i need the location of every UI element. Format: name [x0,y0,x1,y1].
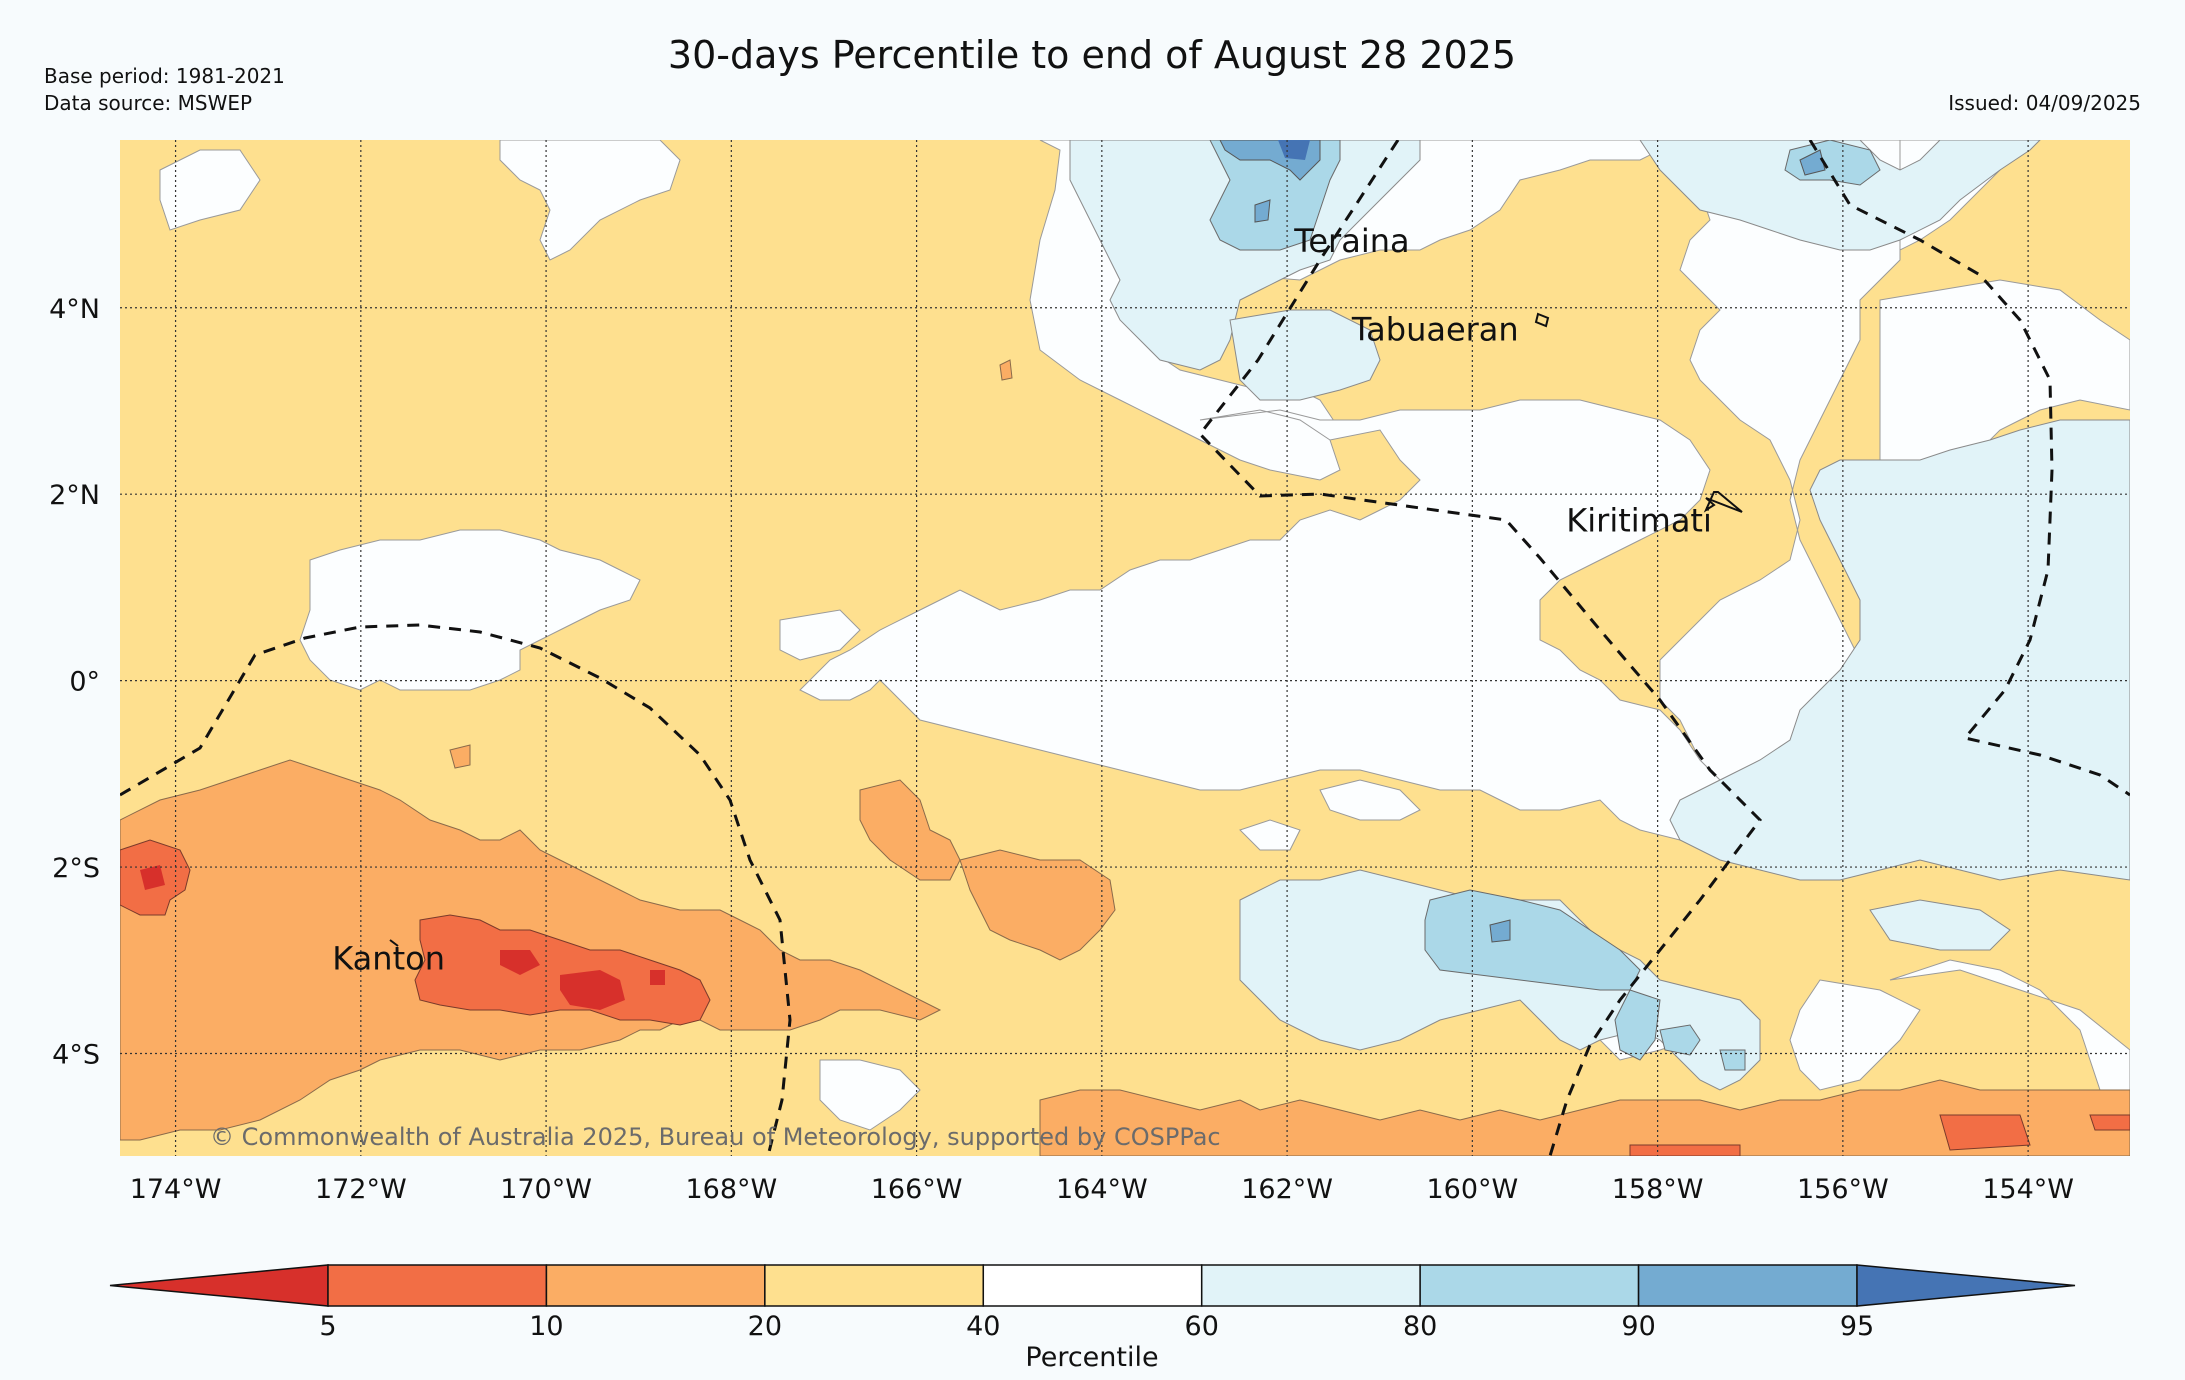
data-source-label: Data source: MSWEP [44,91,252,115]
lon-tick-label: 172°W [315,1174,407,1205]
map-panel: © Commonwealth of Australia 2025, Bureau… [120,140,2130,1156]
colorbar-segment [1419,1264,1640,1307]
colorbar-segment [764,1264,985,1307]
lon-tick-label: 160°W [1426,1174,1518,1205]
island-outlines [389,312,1743,947]
tabuaeran-island [1534,312,1550,328]
place-label: Tabuaeran [1351,310,1519,348]
colorbar-tick-label: 80 [1403,1311,1437,1342]
colorbar-tick-label: 95 [1840,1311,1874,1342]
eez-boundary-lines [120,140,2130,1156]
place-label: Teraina [1293,222,1409,260]
colorbar-tick-label: 40 [966,1311,1000,1342]
lat-tick-label: 2°N [49,480,100,511]
percentile-colorbar [109,1264,2076,1307]
lon-tick-label: 164°W [1056,1174,1148,1205]
page-title: 30-days Percentile to end of August 28 2… [668,33,1516,77]
lon-tick-label: 170°W [500,1174,592,1205]
colorbar-segment [327,1264,548,1307]
lon-tick-label: 166°W [871,1174,963,1205]
lat-tick-label: 0° [69,667,100,698]
colorbar-tick-label: 60 [1185,1311,1219,1342]
place-label: Kanton [332,940,445,978]
percentile-above-95-region [1278,140,1310,160]
base-period-label: Base period: 1981-2021 [44,64,285,88]
lat-tick-label: 4°N [49,294,100,325]
colorbar-lower-extension [109,1264,329,1307]
percentile-below-5-region [140,865,665,1010]
colorbar-label: Percentile [1025,1342,1158,1373]
issued-label: Issued: 04/09/2025 [1948,91,2141,115]
map-graticule [120,140,2130,1156]
colorbar-tick-labels: 5 10 20 40 60 80 90 95 [319,1311,1874,1342]
lon-tick-label: 158°W [1612,1174,1704,1205]
colorbar-segment [1637,1264,1858,1307]
colorbar-segment [1200,1264,1421,1307]
place-labels: Teraina Tabuaeran Kiritimati Kanton [332,222,1712,978]
kiritimati-island [1703,491,1743,513]
lon-tick-label: 168°W [685,1174,777,1205]
lon-tick-label: 156°W [1797,1174,1889,1205]
lon-tick-label: 174°W [130,1174,222,1205]
longitude-tick-labels: 174°W 172°W 170°W 168°W 166°W 164°W 162°W 160°W… [130,1174,2074,1205]
place-label: Kiritimati [1566,501,1712,539]
kanton-island [389,939,399,947]
colorbar-segment [982,1264,1203,1307]
percentile-60-80-region [1069,140,2130,1091]
colorbar-upper-extension [1856,1264,2076,1307]
colorbar-segment [545,1264,766,1307]
colorbar-tick-label: 20 [748,1311,782,1342]
percentile-80-90-region [1209,140,1881,1071]
lon-tick-label: 154°W [1982,1174,2074,1205]
colorbar-tick-label: 10 [529,1311,563,1342]
colorbar-tick-label: 5 [319,1311,336,1342]
lat-tick-label: 4°S [52,1039,100,1070]
lon-tick-label: 162°W [1241,1174,1333,1205]
latitude-tick-labels: 4°N 2°N 0° 2°S 4°S [49,294,100,1071]
colorbar-tick-label: 90 [1621,1311,1655,1342]
copyright-notice: © Commonwealth of Australia 2025, Bureau… [210,1123,1221,1151]
lat-tick-label: 2°S [52,853,100,884]
